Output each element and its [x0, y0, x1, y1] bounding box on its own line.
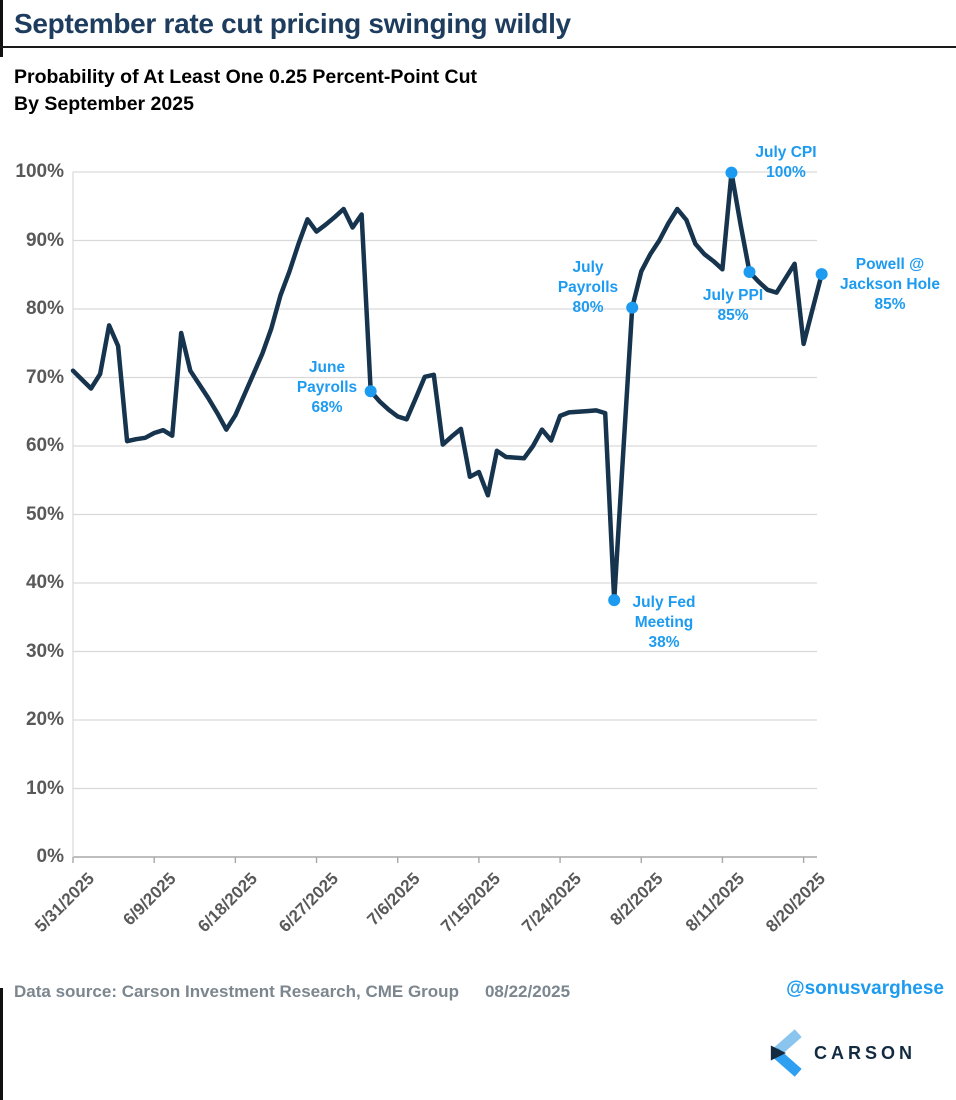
- annotation-line: Payrolls: [296, 379, 358, 396]
- event-marker-powell-: [815, 268, 828, 281]
- annotation-line: June: [308, 359, 346, 376]
- annotation-line: 85%: [717, 307, 749, 324]
- annotation-june: June Payrolls 68%: [247, 358, 407, 418]
- data-source-text: Data source: Carson Investment Research,…: [14, 982, 459, 1001]
- y-tick-label-0%: 0%: [36, 846, 64, 867]
- annotation-powell-: Powell @ Jackson Hole 85%: [810, 255, 956, 315]
- title-divider: [0, 46, 956, 48]
- left-edge-mark-top: [0, 0, 3, 57]
- subtitle-line-2: By September 2025: [14, 93, 194, 115]
- twitter-handle: @sonusvarghese: [786, 978, 944, 999]
- annotation-july-ppi: July PPI 85%: [653, 286, 813, 326]
- y-tick-label-10%: 10%: [25, 777, 64, 799]
- annotation-july-fed: July Fed Meeting 38%: [584, 593, 744, 653]
- y-tick-label-50%: 50%: [25, 503, 64, 525]
- y-tick-label-20%: 20%: [25, 709, 64, 730]
- event-marker-june: [364, 385, 377, 398]
- y-tick-label-30%: 30%: [25, 640, 64, 662]
- annotation-line: July: [572, 259, 604, 276]
- annotation-line: July PPI: [702, 287, 764, 304]
- annotation-line: 85%: [874, 296, 906, 313]
- subtitle-line-1: Probability of At Least One 0.25 Percent…: [14, 66, 478, 88]
- carson-logo-icon: [770, 1029, 802, 1077]
- annotation-line: 100%: [766, 164, 806, 181]
- event-marker-july-fed: [608, 594, 621, 607]
- annotation-july-cpi: July CPI 100%: [706, 143, 866, 183]
- annotation-line: Payrolls: [557, 279, 619, 296]
- as-of-date: 08/22/2025: [484, 982, 571, 1001]
- y-tick-label-40%: 40%: [25, 572, 64, 593]
- annotation-line: Jackson Hole: [840, 276, 940, 293]
- annotation-line: Meeting: [634, 614, 694, 631]
- annotation-line: 68%: [311, 399, 343, 416]
- data-source: Data source: Carson Investment Research,…: [14, 982, 570, 1002]
- event-marker-july-cpi: [725, 166, 738, 179]
- annotation-line: Powell @: [855, 256, 925, 273]
- y-tick-label-60%: 60%: [25, 435, 64, 456]
- annotation-line: July Fed: [632, 594, 696, 611]
- annotation-line: 80%: [572, 299, 604, 316]
- chart-subtitle: Probability of At Least One 0.25 Percent…: [14, 64, 477, 118]
- event-marker-july: [626, 301, 639, 314]
- y-tick-label-90%: 90%: [25, 229, 64, 251]
- annotation-july: July Payrolls 80%: [508, 258, 668, 318]
- left-edge-mark-bottom: [0, 988, 3, 1100]
- annotation-line: July CPI: [755, 144, 817, 161]
- annotation-line: 38%: [648, 634, 680, 651]
- y-tick-label-70%: 70%: [25, 366, 64, 388]
- event-marker-july-ppi: [743, 266, 756, 279]
- y-tick-label-100%: 100%: [15, 161, 64, 182]
- probability-line-series: [70, 170, 824, 603]
- page-title: September rate cut pricing swinging wild…: [14, 8, 571, 39]
- y-tick-label-80%: 80%: [25, 298, 64, 319]
- carson-logo: CARSON: [768, 1028, 916, 1078]
- carson-logo-text: CARSON: [813, 1042, 916, 1063]
